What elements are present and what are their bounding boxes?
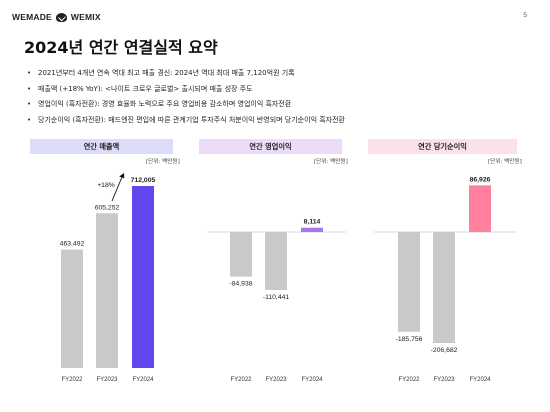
brand-wemade: WEMADE [12,12,52,22]
category-label: FY2023 [265,377,287,383]
growth-annotation: +18% [97,182,115,189]
bullet-item: 2021년부터 4개년 연속 역대 최고 매출 경신: 2024년 역대 최대 … [27,66,345,82]
summary-bullets: 2021년부터 4개년 연속 역대 최고 매출 경신: 2024년 역대 최대 … [27,66,345,128]
page-number: 5 [523,12,527,19]
operating-profit-panel-heading: 연간 영업이익 [199,139,342,154]
data-label: -84,938 [229,281,252,288]
page-title: 2024년 연간 연결실적 요약 [24,38,218,57]
data-label: -110,441 [263,294,290,301]
data-label: -206,682 [431,347,458,354]
bar-fy2022 [398,232,420,332]
revenue-panel-heading: 연간 매출액 [30,139,173,154]
net-income-unit-label: [단위: 백만원] [488,159,522,165]
bar-fy2023 [433,232,455,343]
bar-fy2022 [230,232,252,277]
wemix-logo-icon [55,12,67,22]
growth-arrow-line [111,176,123,202]
category-label: FY2024 [469,377,491,383]
category-label: FY2024 [301,377,323,383]
bar-fy2024 [301,227,323,232]
data-label: 86,926 [470,176,491,183]
bar-fy2023 [96,213,118,368]
category-label: FY2023 [433,377,455,383]
category-label: FY2023 [96,377,118,383]
category-label: FY2022 [61,377,83,383]
data-label: 463,492 [60,241,85,248]
brand-wemix: WEMIX [70,12,101,22]
category-label: FY2024 [132,377,154,383]
data-label: -185,756 [396,336,423,343]
brand-logo: WEMADE WEMIX [12,11,101,23]
growth-arrow-head-icon [119,173,125,179]
revenue-unit-label: [단위: 백만원] [146,159,180,165]
category-label: FY2022 [398,377,420,383]
net-income-panel-heading: 연간 당기순이익 [368,139,517,154]
bar-fy2024 [132,186,154,368]
operating-profit-unit-label: [단위: 백만원] [314,159,348,165]
data-label: 8,114 [304,219,321,226]
data-label: 712,005 [131,177,156,184]
category-label: FY2022 [230,377,252,383]
bullet-item: 당기순이익 (흑자전환): 매드엔진 편입에 따른 관계기업 투자주식 처분이익… [27,113,345,129]
bar-fy2022 [61,249,83,368]
data-label: 605,252 [95,204,120,211]
bar-fy2023 [265,232,287,290]
bullet-item: 영업이익 (흑자전환): 경영 효율화 노력으로 주요 영업비용 감소하며 영업… [27,97,345,113]
bullet-item: 매출액 (+18% YoY): <나이트 크로우 글로벌> 출시되며 매출 성장… [27,82,345,98]
bar-fy2024 [469,185,491,232]
